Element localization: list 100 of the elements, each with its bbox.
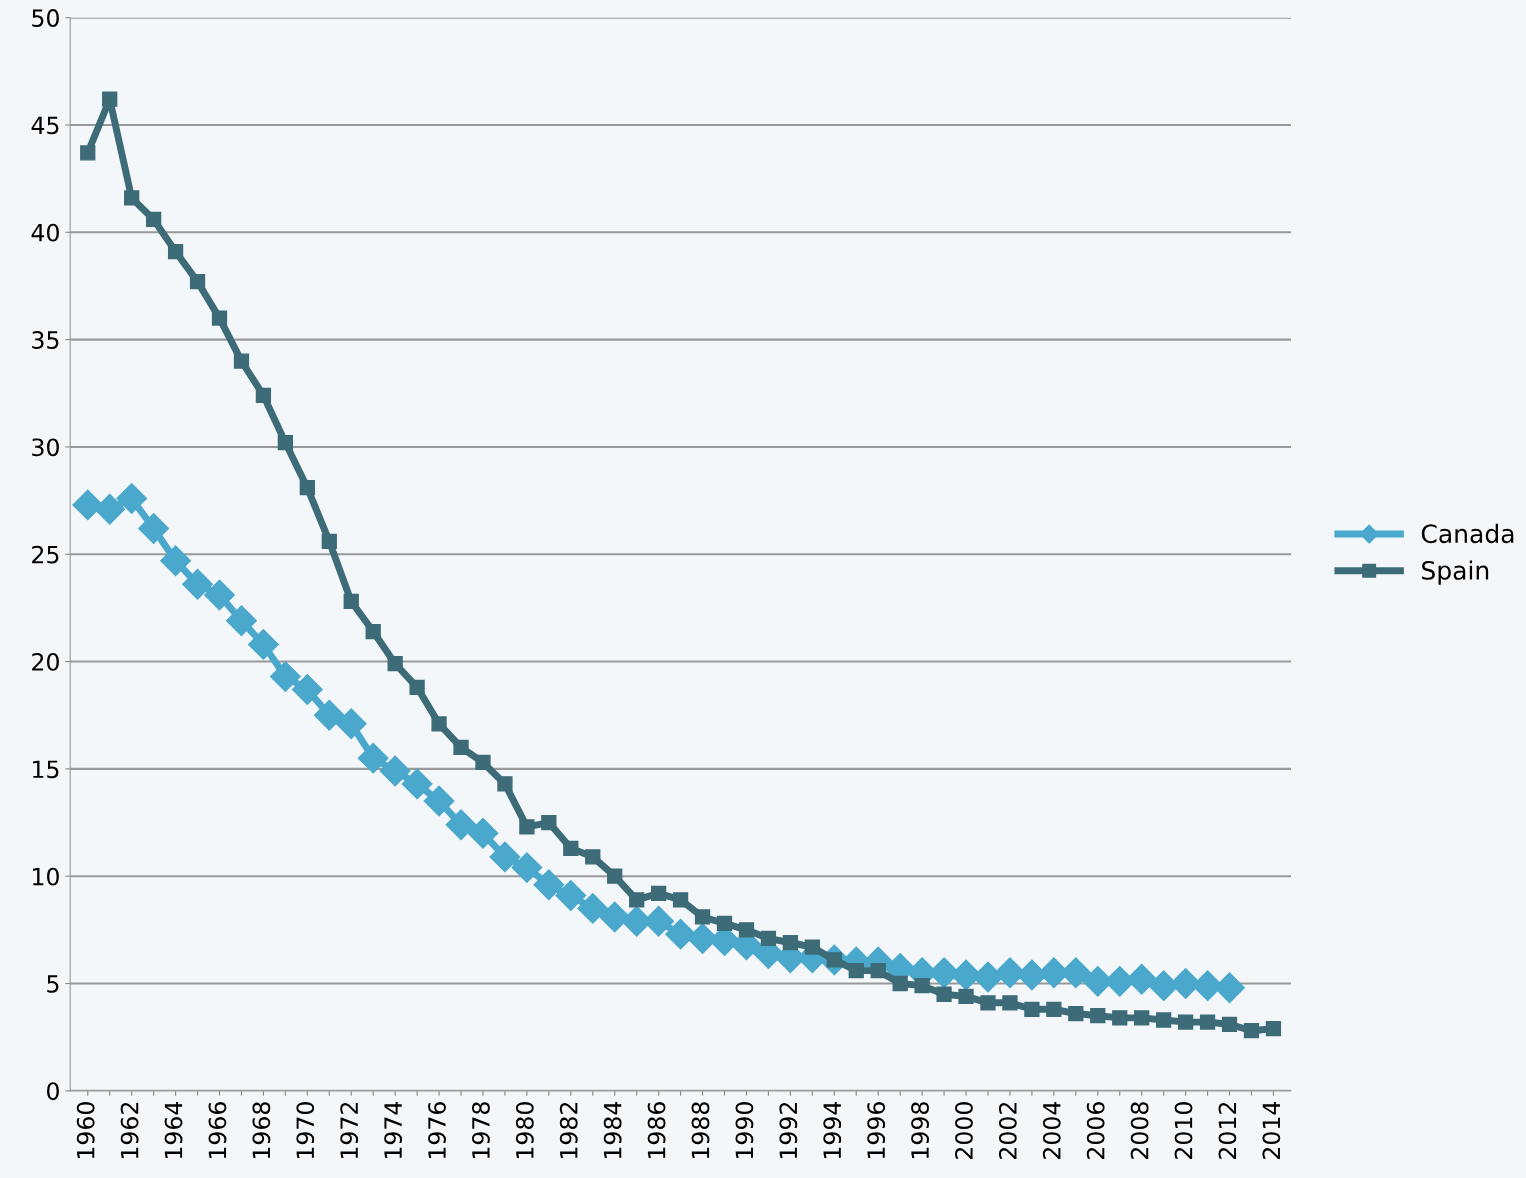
point: [80, 145, 96, 161]
point: [1024, 1001, 1040, 1017]
point: [870, 962, 886, 979]
point: [1221, 1016, 1238, 1032]
y-tick-label: 5: [47, 975, 59, 993]
point: [489, 841, 521, 873]
point: [255, 387, 272, 404]
point: [167, 243, 184, 260]
point: [1126, 963, 1158, 995]
point: [138, 513, 170, 544]
x-tick-label: 1966: [208, 1102, 227, 1159]
x-tick-label: 1972: [340, 1102, 359, 1159]
point: [423, 785, 455, 817]
point: [585, 849, 601, 865]
x-tick-label: 1968: [252, 1102, 271, 1159]
x-tick-label: 1996: [867, 1102, 886, 1159]
x-tick-label: 1988: [691, 1102, 710, 1159]
legend-label: Canada: [1421, 523, 1514, 544]
point: [1265, 1020, 1282, 1037]
point: [1243, 1023, 1260, 1039]
point: [387, 656, 403, 672]
x-tick-label: 1994: [823, 1101, 842, 1159]
point: [1134, 1010, 1150, 1026]
point: [335, 708, 367, 740]
x-tick-label: 1974: [384, 1101, 403, 1159]
x-tick-label: 1990: [735, 1102, 754, 1159]
point: [1199, 1014, 1216, 1030]
point: [672, 892, 689, 908]
x-tick-label: 1998: [911, 1102, 929, 1159]
point: [599, 901, 631, 933]
point: [782, 935, 799, 951]
x-tick-label: 2006: [1086, 1102, 1105, 1159]
point: [804, 939, 820, 955]
point: [313, 699, 345, 731]
point: [321, 533, 337, 550]
point: [980, 995, 996, 1011]
y-tick-label: 45: [31, 116, 59, 135]
point: [555, 880, 587, 911]
x-tick-label: 2002: [998, 1102, 1017, 1159]
x-tick-label: 1984: [603, 1101, 622, 1159]
x-tick-label: 2008: [1130, 1102, 1149, 1159]
point: [204, 579, 235, 611]
point: [475, 754, 491, 771]
point: [357, 742, 389, 774]
point: [665, 918, 697, 950]
legend-label: Spain: [1422, 560, 1489, 585]
point: [379, 755, 411, 787]
point: [629, 892, 645, 908]
point: [958, 988, 974, 1005]
y-tick-label: 15: [33, 760, 59, 779]
point: [226, 605, 257, 637]
point: [445, 809, 477, 841]
point: [401, 768, 433, 800]
x-tick-label: 2010: [1174, 1102, 1193, 1159]
point: [533, 869, 565, 901]
point: [848, 962, 864, 979]
point: [563, 840, 579, 856]
point: [914, 978, 930, 994]
point: [233, 353, 250, 369]
point: [1090, 1008, 1106, 1024]
x-tick-label: 1992: [779, 1102, 798, 1159]
point: [1046, 1001, 1062, 1017]
point: [650, 885, 667, 902]
y-tick-label: 25: [32, 545, 59, 564]
point: [738, 922, 755, 938]
point: [247, 628, 279, 660]
point: [694, 909, 711, 925]
y-tick-label: 50: [32, 9, 59, 27]
point: [936, 986, 952, 1002]
point: [1112, 1010, 1128, 1026]
point: [94, 493, 126, 525]
x-tick-label: 2000: [955, 1102, 973, 1159]
point: [189, 274, 206, 290]
point: [116, 483, 148, 514]
point: [277, 435, 294, 451]
x-tick-label: 2004: [1042, 1101, 1061, 1159]
x-tick-label: 1982: [559, 1102, 578, 1159]
point: [291, 674, 323, 705]
point: [160, 545, 192, 577]
point: [577, 892, 609, 924]
point: [1068, 1005, 1084, 1022]
x-tick-label: 1962: [120, 1102, 139, 1159]
point: [343, 593, 359, 610]
point: [511, 852, 543, 884]
point: [145, 211, 162, 228]
point: [269, 661, 301, 693]
x-tick-label: 1964: [164, 1101, 183, 1159]
point: [1156, 1012, 1172, 1028]
y-tick-label: 35: [32, 331, 59, 349]
point: [1002, 995, 1018, 1011]
point: [124, 190, 140, 206]
point: [467, 817, 499, 849]
y-tick-label: 10: [33, 867, 59, 886]
point: [409, 679, 425, 695]
x-tick-label: 1978: [471, 1102, 490, 1159]
x-tick-label: 1986: [647, 1102, 666, 1159]
point: [182, 568, 213, 600]
point: [716, 915, 733, 932]
point: [211, 310, 228, 326]
point: [892, 975, 908, 992]
